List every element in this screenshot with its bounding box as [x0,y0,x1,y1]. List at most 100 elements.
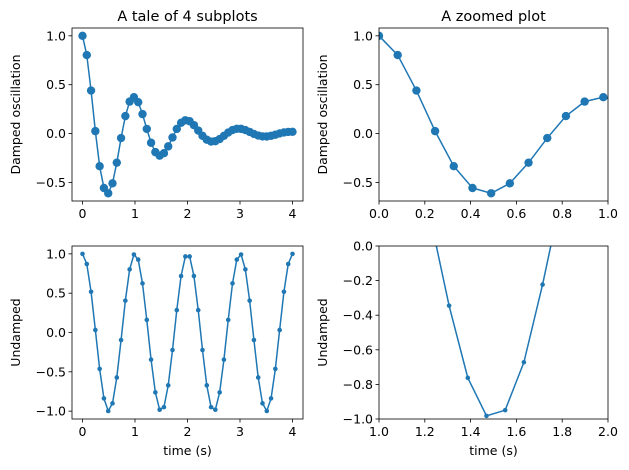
y-tick-label: −1.0 [343,412,373,427]
point [82,50,91,60]
point [204,238,209,243]
plot-area [166,72,620,419]
point [543,133,552,143]
point [213,407,218,413]
point [297,343,302,348]
point [521,359,527,365]
x-tick-label: 4 [289,424,297,439]
point [260,401,265,406]
point [170,347,175,353]
point [183,254,188,259]
x-tick-label: 1 [131,206,139,221]
y-axis-label: Damped oscillation [315,54,330,174]
point [127,267,132,272]
point [91,126,100,136]
point [449,162,458,171]
point [335,174,340,179]
subplot-title: A tale of 4 subplots [117,9,257,25]
point [131,252,137,257]
point [166,93,171,98]
point [161,404,167,410]
point [165,383,171,388]
point [273,366,278,372]
point [200,347,205,353]
point [204,383,210,388]
y-axis-label: Undamped [315,298,330,366]
y-tick-label: −0.5 [36,175,66,190]
point [135,257,141,262]
point [121,111,130,121]
point [561,111,571,121]
axes-frame [378,27,609,202]
y-tick-label: 0.0 [353,239,373,254]
y-axis-label: Undamped [8,298,23,366]
plot-area [80,251,295,414]
subplot: 0 1 2 3 4 −1.0 −0.5 0.0 0.5 1.0 Undamped time (s) [8,245,304,458]
y-tick-label: −1.0 [36,404,66,419]
x-tick-label: 1 [131,424,139,439]
y-tick-label: −0.6 [343,342,373,357]
x-tick-label: 1.4 [461,424,481,439]
point [101,396,107,401]
point [222,324,227,329]
y-tick-label: −0.2 [343,273,373,288]
point [559,194,564,199]
point [116,133,126,143]
y-tick-label: 1.0 [353,28,373,43]
x-tick-label: 0.4 [461,206,481,221]
y-tick-label: 0.5 [46,77,66,92]
point [279,400,284,405]
point [372,72,377,77]
point [281,289,287,295]
point [247,298,252,303]
point [524,158,533,167]
point [108,179,117,188]
y-tick-label: −0.5 [36,364,66,379]
point [187,254,192,259]
point [540,282,545,287]
point [465,375,471,381]
point [238,252,244,257]
point [78,31,87,41]
axes-frame [378,245,609,420]
point [486,189,496,198]
point [195,307,201,313]
y-axis-label: Damped oscillation [8,54,23,174]
point [285,261,291,267]
point [446,303,452,308]
point [217,390,222,395]
point [225,317,231,323]
point [596,76,601,81]
x-tick-label: 1.0 [369,424,389,439]
x-tick-label: 2 [184,424,192,439]
point [484,413,489,419]
y-tick-label: 0.0 [46,325,66,340]
point [159,149,169,158]
point [255,375,261,380]
point [123,298,128,303]
x-tick-label: 0.8 [552,206,572,221]
point [316,260,321,265]
point [134,97,143,107]
axes-frame [71,245,304,420]
point [241,389,246,394]
point [505,179,515,188]
point [80,251,85,257]
point [93,327,98,333]
point [290,251,295,257]
point [114,375,120,380]
plot-area [379,31,608,198]
point [615,76,620,81]
x-tick-label: 0 [79,206,87,221]
x-tick-label: 4 [289,206,297,221]
point [185,154,190,159]
point [580,97,589,106]
subplot: 1.0 1.2 1.4 1.6 1.8 2.0 −1.0 −0.8 −0.6 −0.4 −0.2 0.… [166,72,620,459]
x-tick-label: 1.2 [415,424,435,439]
point [142,124,151,134]
subplot: 0 1 2 3 4 −0.5 0.0 0.5 1.0 A tale of 4 subplots Da… [8,9,304,221]
point [105,408,111,414]
plot-area [78,31,297,198]
point [409,136,414,141]
